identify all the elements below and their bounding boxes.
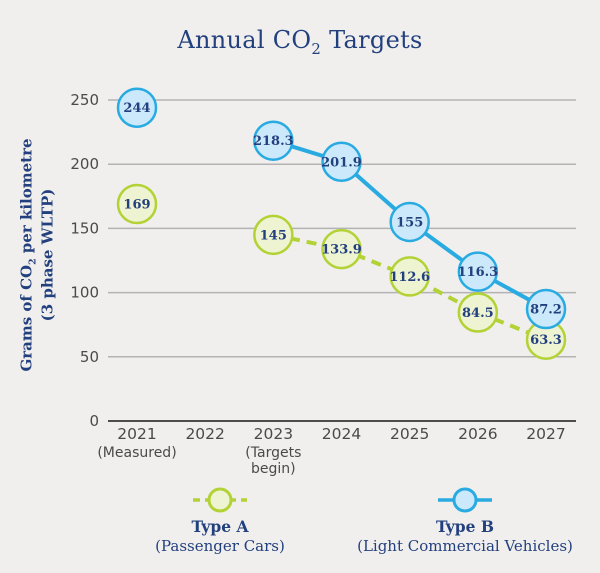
data-point xyxy=(116,87,158,128)
type-a-dashed-line-marker-icon xyxy=(193,487,247,513)
data-point xyxy=(321,228,362,270)
y-tick-label: 200 xyxy=(70,155,99,173)
data-point-label: 218.3 xyxy=(253,134,294,149)
data-point xyxy=(389,201,430,243)
x-tick-label: 2025 xyxy=(390,425,429,443)
x-tick-label: 2024 xyxy=(322,425,361,443)
x-tick-label: 2022 xyxy=(185,425,224,443)
legend-marker xyxy=(207,487,233,513)
data-point-label: 84.5 xyxy=(462,306,494,321)
data-point-label: 112.6 xyxy=(389,270,430,285)
chart-title: Annual CO2 Targets xyxy=(0,26,600,56)
x-tick-sublabel: (Measured) xyxy=(97,445,176,461)
chart-title-text: Annual CO xyxy=(177,26,312,54)
x-tick-label: 2023 xyxy=(254,425,293,443)
data-point-label: 244 xyxy=(123,101,150,116)
chart-title-subscript: 2 xyxy=(311,39,322,58)
type-b-solid-line-marker-icon xyxy=(438,487,492,513)
data-point-label: 87.2 xyxy=(530,303,562,318)
y-tick-label: 0 xyxy=(89,412,99,430)
y-tick-label: 250 xyxy=(70,91,99,109)
x-tick-label: 2026 xyxy=(458,425,497,443)
legend-type-a-description: (Passenger Cars) xyxy=(155,537,285,555)
x-tick-label: 2021 xyxy=(117,425,156,443)
data-point xyxy=(457,292,499,333)
data-point xyxy=(389,256,430,297)
data-point xyxy=(457,251,499,292)
y-axis-title-line1: Grams of CO2 per kilometre xyxy=(17,138,39,372)
y-axis-title: Grams of CO2 per kilometre (3 phase WLTP… xyxy=(18,138,57,371)
legend-type-a-name: Type A xyxy=(191,517,249,536)
x-tick-sublabel: begin) xyxy=(251,461,296,477)
y-axis-title-line2: (3 phase WLTP) xyxy=(38,188,57,322)
x-tick-sublabel: (Targets xyxy=(245,445,301,461)
legend-item-type-a: Type A (Passenger Cars) xyxy=(85,486,355,555)
y-tick-label: 150 xyxy=(70,219,99,237)
y-tick-label: 100 xyxy=(70,284,99,302)
data-point-label: 133.9 xyxy=(321,243,362,258)
data-point-label: 63.3 xyxy=(530,333,562,348)
data-point-label: 145 xyxy=(260,228,287,243)
data-point xyxy=(321,141,362,183)
legend-type-b-description: (Light Commercial Vehicles) xyxy=(357,537,573,555)
data-point xyxy=(116,183,158,225)
data-point xyxy=(253,120,294,161)
data-point-label: 116.3 xyxy=(457,265,498,280)
chart-title-text-end: Targets xyxy=(321,26,423,54)
data-point-label: 169 xyxy=(123,198,150,213)
data-point-label: 201.9 xyxy=(321,155,362,170)
x-tick-label: 2027 xyxy=(526,425,565,443)
legend-marker xyxy=(452,487,478,513)
data-point xyxy=(253,214,294,256)
data-point-label: 155 xyxy=(396,215,423,230)
data-point xyxy=(525,288,567,330)
y-tick-label: 50 xyxy=(80,348,99,366)
legend-type-b-name: Type B xyxy=(435,517,495,536)
legend-item-type-b: Type B (Light Commercial Vehicles) xyxy=(330,486,600,555)
